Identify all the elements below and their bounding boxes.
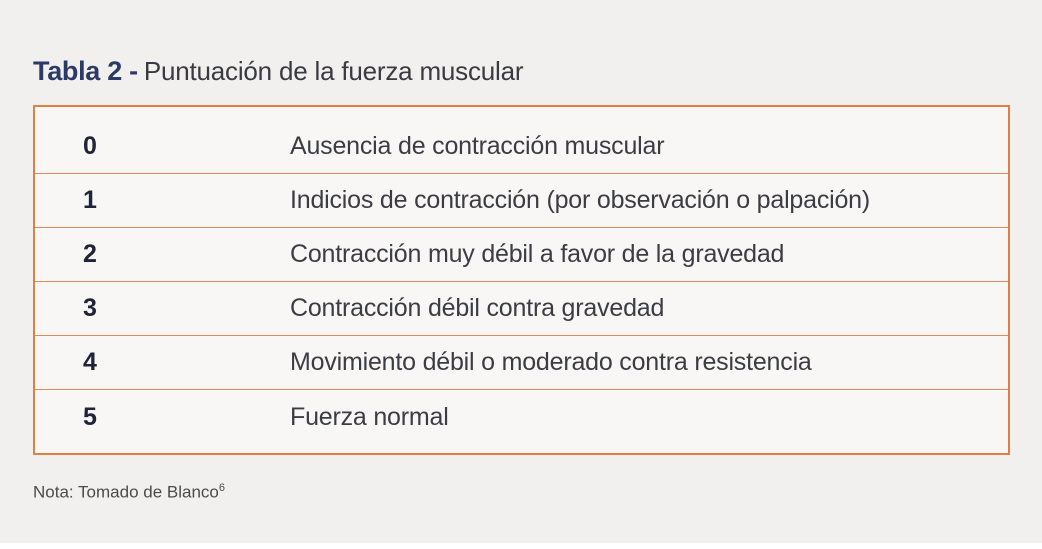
score-value: 0: [83, 132, 97, 160]
table-row: 4 Movimiento débil o moderado contra res…: [35, 336, 1008, 390]
score-description: Movimiento débil o moderado contra resis…: [290, 348, 812, 376]
score-value: 4: [83, 348, 97, 376]
score-value: 5: [83, 402, 97, 431]
table-row: 5 Fuerza normal: [35, 390, 1008, 444]
table-row: 2 Contracción muy débil a favor de la gr…: [35, 228, 1008, 282]
table-row: 1 Indicios de contracción (por observaci…: [35, 174, 1008, 228]
table-title: Tabla 2 - Puntuación de la fuerza muscula…: [33, 56, 524, 87]
score-description: Contracción débil contra gravedad: [290, 294, 665, 322]
table-row: 0 Ausencia de contracción muscular: [35, 120, 1008, 174]
source-note: Nota: Tomado de Blanco6: [33, 482, 225, 503]
score-description: Indicios de contracción (por observación…: [290, 186, 871, 214]
score-description: Ausencia de contracción muscular: [290, 132, 665, 160]
source-note-text: Nota: Tomado de Blanco: [33, 482, 219, 502]
score-value: 1: [83, 186, 97, 214]
score-description: Fuerza normal: [290, 402, 449, 431]
muscle-strength-table: 0 Ausencia de contracción muscular 1 Ind…: [33, 105, 1010, 455]
score-value: 2: [83, 240, 97, 268]
score-description: Contracción muy débil a favor de la grav…: [290, 240, 785, 268]
table-row: 3 Contracción débil contra gravedad: [35, 282, 1008, 336]
bottom-strip: [0, 543, 1042, 549]
score-value: 3: [83, 294, 97, 322]
source-note-reference: 6: [218, 482, 225, 494]
table-title-text: Puntuación de la fuerza muscular: [143, 56, 524, 86]
table-title-label: Tabla 2 -: [33, 56, 138, 86]
